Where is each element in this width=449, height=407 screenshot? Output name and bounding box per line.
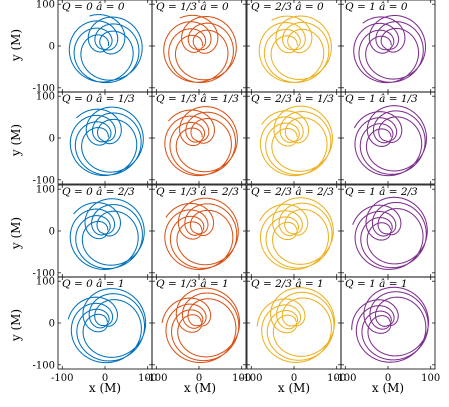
orbit-trajectory [259,105,333,177]
panel-label: Q = 2/3 â = 1/3 [251,93,334,105]
orbit-trajectory [68,14,143,84]
panel-label: Q = 1 â = 1/3 [345,93,418,105]
orbit-panel: Q = 0 â = 0 -100 0 100 [33,0,153,94]
x-axis-label-col-0: x (M) [89,381,121,395]
y-tick-label: 0 [49,42,55,53]
panel-frame [246,0,342,93]
panel-label: Q = 2/3 â = 0 [251,1,324,13]
y-tick-label: 100 [36,185,55,196]
panel-label: Q = 2/3 â = 1 [251,278,324,290]
panel-label: Q = 1 â = 1 [345,278,408,290]
orbit-panel: Q = 2/3 â = 0 [246,0,342,93]
x-tick-label: 100 [138,373,157,384]
x-tick-label: -100 [145,373,167,384]
orbit-trajectory [164,197,239,270]
x-tick-label: 0 [102,373,108,384]
orbit-panel: Q = 2/3 â = 1 -100 0 100 [240,276,346,384]
orbit-panel: Q = 1/3 â = 1/3 [151,91,247,185]
orbit-panel: Q = 1/3 â = 0 [151,0,247,93]
y-axis-label-row-0: y (M) [9,29,23,62]
y-tick-label: -100 [33,360,55,371]
y-tick-label: 100 [36,0,55,11]
panel-frame [151,276,247,370]
x-tick-label: 0 [291,373,297,384]
orbit-trajectory [69,106,144,177]
orbit-trajectory [163,14,237,84]
panel-label: Q = 1 â = 2/3 [345,186,418,198]
panel-label: Q = 1/3 â = 0 [156,1,229,13]
x-tick-label: -100 [240,373,262,384]
orbit-trajectory [353,105,427,177]
x-tick-label: 0 [196,373,202,384]
panel-label: Q = 0 â = 2/3 [62,186,135,198]
panel-label: Q = 0 â = 0 [62,1,125,13]
panel-label: Q = 1 â = 0 [345,1,408,13]
y-axis-label-row-3: y (M) [9,309,23,342]
orbit-trajectory [69,198,145,270]
panels-group: Q = 0 â = 0 -100 0 100 Q = 1/3 â = 0 Q = 2/3 … [33,0,440,384]
x-tick-label: -100 [334,373,356,384]
y-tick-label: 100 [36,277,55,288]
orbit-trajectory [258,15,332,83]
panel-label: Q = 1/3 â = 1 [156,278,229,290]
x-axis-label-col-1: x (M) [184,381,216,395]
y-tick-label: -100 [33,175,55,186]
panel-frame [151,0,247,93]
orbit-panel: Q = 2/3 â = 2/3 [246,184,342,278]
x-axis-label-col-2: x (M) [278,381,310,395]
orbit-panel: Q = 1 â = 2/3 [340,184,436,278]
y-tick-label: 0 [49,134,55,145]
x-tick-label: 100 [421,373,440,384]
y-tick-label: 0 [49,227,55,238]
panel-label: Q = 1/3 â = 1/3 [156,93,239,105]
orbit-trajectory [259,197,334,270]
orbit-panel: Q = 1 â = 1/3 [340,91,436,185]
orbit-panel: Q = 0 â = 1/3 -100 0 100 [33,91,153,186]
x-tick-label: 100 [327,373,346,384]
x-tick-label: 0 [385,373,391,384]
y-axis-label-row-2: y (M) [9,217,23,250]
orbit-panel: Q = 1 â = 0 [340,0,436,93]
orbit-panel: Q = 0 â = 2/3 -100 0 100 [33,184,153,279]
x-tick-label: -100 [51,373,73,384]
y-tick-label: -100 [33,83,55,94]
y-tick-label: 0 [49,319,55,330]
orbit-panel: Q = 2/3 â = 1/3 [246,91,342,185]
orbit-trajectory [67,288,147,364]
orbit-panel: Q = 0 â = 1 -100 0 100 -100 0 100 [33,276,157,384]
panel-label: Q = 0 â = 1/3 [62,93,135,105]
panel-label: Q = 0 â = 1 [62,278,125,290]
orbit-trajectory [352,196,428,270]
y-axis-label-row-1: y (M) [9,124,23,157]
y-tick-label: 100 [36,92,55,103]
x-tick-label: 100 [232,373,251,384]
x-axis-label-col-3: x (M) [372,381,404,395]
orbit-panel: Q = 1/3 â = 2/3 [151,184,247,278]
panel-frame [57,0,153,93]
panel-frame [151,91,247,185]
panel-label: Q = 1/3 â = 2/3 [156,186,239,198]
panel-label: Q = 2/3 â = 2/3 [251,186,334,198]
orbit-trajectory [256,287,336,363]
orbit-panel: Q = 1/3 â = 1 -100 0 100 [145,276,251,384]
orbit-trajectory [353,14,427,84]
orbit-trajectory [161,287,241,364]
y-tick-label: -100 [33,268,55,279]
orbit-trajectory [351,286,430,363]
orbit-panel: Q = 1 â = 1 -100 0 100 [334,276,440,384]
panel-frame [57,91,153,185]
orbit-trajectory [164,106,238,177]
